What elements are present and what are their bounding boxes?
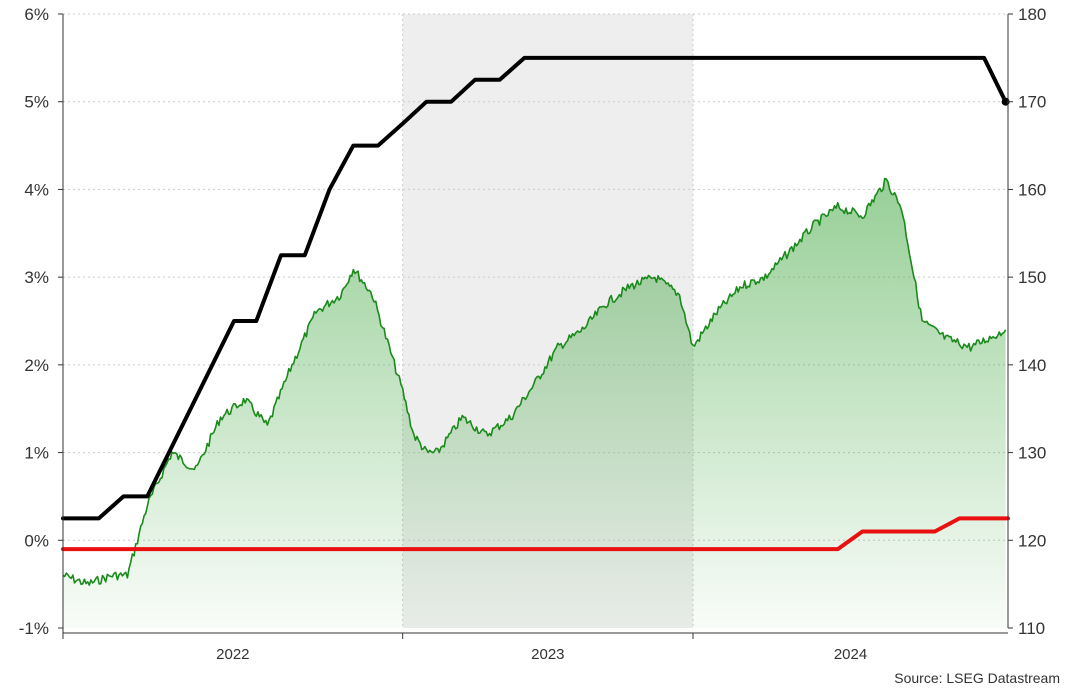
series-lines-layer [61, 55, 1010, 586]
right-tick-label: 150 [1018, 268, 1046, 287]
right-tick-label: 180 [1018, 5, 1046, 24]
x-tick-label: 2024 [834, 646, 867, 663]
right-tick-label: 110 [1018, 619, 1045, 638]
source-note: Source: LSEG Datastream [894, 670, 1060, 686]
left-tick-label: 5% [24, 93, 49, 112]
left-tick-label: 0% [24, 531, 49, 550]
x-tick-label: 2023 [531, 646, 564, 663]
left-tick-label: -1% [19, 619, 49, 638]
black-series-line [61, 55, 1008, 521]
tick-labels-layer: -1% 0% 1% 2% 3% 4% 5% 6% 110 120 130 140 150 160 170 18… [19, 5, 1047, 663]
right-tick-label: 140 [1018, 356, 1046, 375]
right-tick-label: 130 [1018, 444, 1046, 463]
left-tick-label: 3% [24, 268, 49, 287]
green-area-fill [63, 178, 1006, 628]
red-series-line [61, 516, 1010, 552]
axes-layer [58, 13, 1013, 639]
left-tick-label: 6% [24, 5, 49, 24]
area-fill-layer [63, 178, 1006, 628]
left-tick-label: 1% [24, 444, 49, 463]
left-tick-label: 2% [24, 356, 49, 375]
x-tick-label: 2022 [216, 646, 249, 663]
right-tick-label: 170 [1018, 93, 1046, 112]
right-tick-label: 120 [1018, 531, 1046, 550]
right-tick-label: 160 [1018, 180, 1046, 199]
green-series-line [62, 177, 1007, 586]
left-tick-label: 4% [24, 180, 49, 199]
